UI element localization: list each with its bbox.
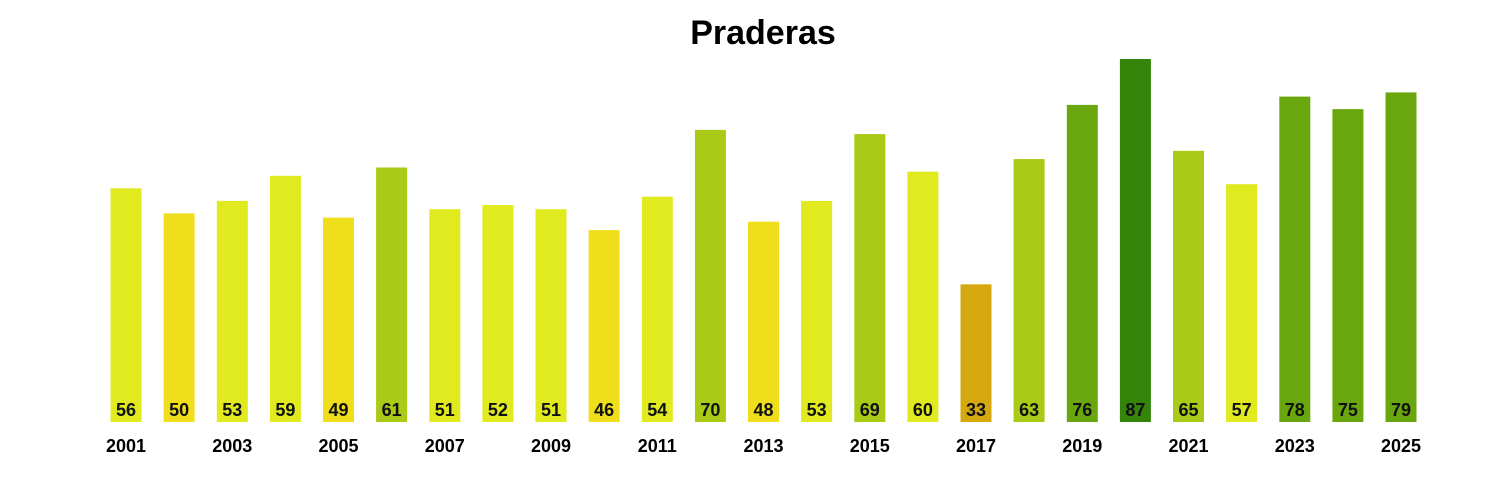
bar-2018 <box>1013 159 1045 422</box>
bar-2024 <box>1332 109 1364 422</box>
value-label-2007: 51 <box>435 400 455 420</box>
bar-2019 <box>1066 104 1098 423</box>
value-label-2012: 70 <box>700 400 720 420</box>
bar-2009 <box>535 209 567 422</box>
value-label-2010: 46 <box>594 400 614 420</box>
value-labels-group: 56 50 53 59 49 61 51 52 51 46 54 70 48 53 69 60 33 63 76 87… <box>116 400 1411 420</box>
bar-2023 <box>1279 96 1311 422</box>
bar-2007 <box>429 209 461 422</box>
x-tick-label-2003: 2003 <box>212 436 252 456</box>
x-axis-tick-labels: 2001 2003 2005 2007 2009 2011 2013 2015 2017 2019… <box>106 436 1421 456</box>
value-label-2014: 53 <box>807 400 827 420</box>
value-label-2021: 65 <box>1178 400 1198 420</box>
value-label-2018: 63 <box>1019 400 1039 420</box>
value-label-2017: 33 <box>966 400 986 420</box>
x-tick-label-2011: 2011 <box>638 436 677 456</box>
x-tick-label-2013: 2013 <box>743 436 783 456</box>
bar-2002 <box>163 213 195 422</box>
bar-2011 <box>641 196 673 422</box>
bar-2015 <box>854 134 886 422</box>
value-label-2020: 87 <box>1125 400 1145 420</box>
x-tick-label-2019: 2019 <box>1062 436 1102 456</box>
bar-2022 <box>1226 184 1258 422</box>
bar-2005 <box>323 217 354 422</box>
bar-2003 <box>216 200 248 422</box>
bar-2017 <box>960 284 992 422</box>
bars-group <box>110 59 1417 423</box>
x-tick-label-2023: 2023 <box>1275 436 1315 456</box>
bar-2013 <box>748 221 779 422</box>
x-tick-label-2009: 2009 <box>531 436 571 456</box>
x-tick-label-2001: 2001 <box>106 436 146 456</box>
value-label-2003: 53 <box>222 400 242 420</box>
x-tick-label-2017: 2017 <box>956 436 996 456</box>
bar-2008 <box>482 205 514 422</box>
value-label-2002: 50 <box>169 400 189 420</box>
value-label-2024: 75 <box>1338 400 1358 420</box>
value-label-2016: 60 <box>913 400 933 420</box>
value-label-2011: 54 <box>647 400 667 420</box>
x-tick-label-2021: 2021 <box>1168 436 1208 456</box>
value-label-2005: 49 <box>328 400 348 420</box>
bar-2004 <box>269 175 301 422</box>
value-label-2004: 59 <box>275 400 295 420</box>
value-label-2008: 52 <box>488 400 508 420</box>
value-label-2006: 61 <box>382 400 402 420</box>
value-label-2022: 57 <box>1232 400 1252 420</box>
value-label-2015: 69 <box>860 400 880 420</box>
chart-title: Praderas <box>690 14 836 52</box>
x-tick-label-2007: 2007 <box>425 436 465 456</box>
bar-2001 <box>110 188 142 422</box>
value-label-2023: 78 <box>1285 400 1305 420</box>
bar-2020 <box>1119 59 1151 422</box>
x-tick-label-2025: 2025 <box>1381 436 1421 456</box>
bar-2025 <box>1385 92 1417 423</box>
x-tick-label-2015: 2015 <box>850 436 890 456</box>
x-tick-label-2005: 2005 <box>318 436 358 456</box>
value-label-2009: 51 <box>541 400 561 420</box>
bar-2010 <box>588 230 620 422</box>
value-label-2001: 56 <box>116 400 136 420</box>
bar-2012 <box>694 129 726 422</box>
bar-2021 <box>1173 150 1204 423</box>
bar-2014 <box>801 200 833 422</box>
bar-2016 <box>907 171 939 422</box>
bar-2006 <box>376 167 408 422</box>
value-label-2019: 76 <box>1072 400 1092 420</box>
value-label-2013: 48 <box>753 400 773 420</box>
value-label-2025: 79 <box>1391 400 1411 420</box>
